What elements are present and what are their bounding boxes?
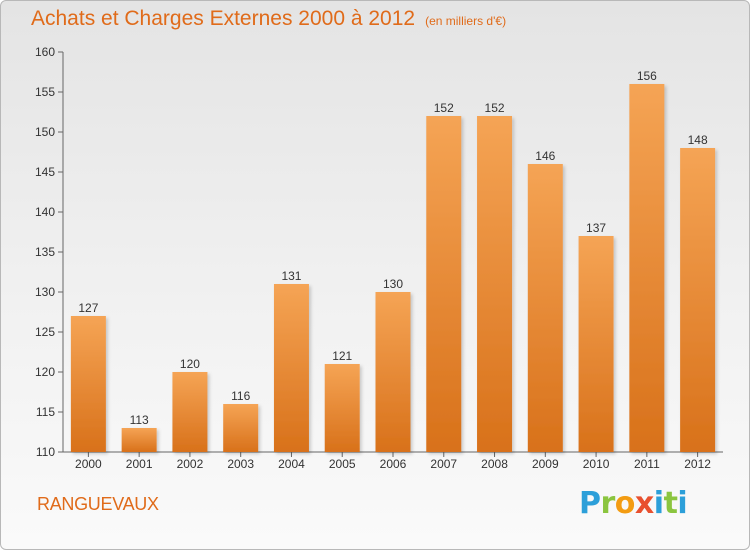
bar [223,404,259,452]
chart-unit: (en milliers d'€) [425,14,507,28]
bar [578,236,614,452]
y-tick-label: 140 [35,205,55,219]
x-tick-label: 2008 [481,457,508,471]
brand-letter: t [663,486,678,521]
y-tick-label: 145 [35,165,55,179]
y-tick-label: 135 [35,245,55,259]
y-tick-label: 155 [35,85,55,99]
brand-letter: r [600,486,616,521]
bar-value-label: 152 [485,101,505,115]
bar [273,284,309,452]
x-tick-label: 2007 [430,457,457,471]
bar-value-label: 137 [586,221,606,235]
bar [680,148,716,452]
x-tick-label: 2005 [329,457,356,471]
proxiti-logo: Proxiti [579,486,688,521]
bar-value-label: 121 [332,349,352,363]
x-tick-label: 2012 [684,457,711,471]
bar-value-label: 127 [78,301,98,315]
bar-value-label: 130 [383,277,403,291]
y-axis: 110 115 120 125 130 135 140 145 150 155 160 [35,45,64,459]
x-tick-label: 2004 [278,457,305,471]
y-tick-label: 130 [35,285,55,299]
bar-value-label: 152 [434,101,454,115]
bar [477,116,513,452]
brand-letter: i [677,486,688,521]
y-tick-label: 110 [36,445,55,459]
x-tick-label: 2009 [532,457,559,471]
bars: 127 113 120 116 131 121 130 152 152 146 137 156 148 [70,69,716,452]
x-tick-label: 2003 [227,457,254,471]
x-tick-label: 2002 [177,457,204,471]
bar [527,164,563,452]
brand-letter: i [653,486,664,521]
y-tick-label: 150 [35,125,55,139]
bar [172,372,208,452]
bar [121,428,157,452]
y-tick-label: 120 [35,365,55,379]
bar-value-label: 116 [231,389,250,403]
y-tick-label: 160 [35,45,55,59]
commune-name: RANGUEVAUX [37,494,159,514]
x-tick-label: 2010 [583,457,610,471]
brand-letter: o [614,486,636,521]
x-axis: 2000 2001 2002 2003 2004 2005 2006 2007 2008 2009… [63,451,723,471]
x-tick-label: 2011 [634,457,660,471]
bar-value-label: 148 [688,133,708,147]
x-tick-label: 2001 [126,457,153,471]
bar [70,316,106,452]
bar-value-label: 113 [130,413,149,427]
bar [426,116,462,452]
bar-value-label: 146 [535,149,555,163]
y-tick-label: 115 [36,405,55,419]
x-tick-label: 2006 [380,457,407,471]
x-tick-label: 2000 [75,457,102,471]
y-tick-label: 125 [35,325,55,339]
brand-letter: x [634,486,654,521]
bar-value-label: 120 [180,357,200,371]
bar-value-label: 156 [637,69,657,83]
bar [324,364,360,452]
bar [629,84,665,452]
chart-title-block: Achats et Charges Externes 2000 à 2012 (e… [31,7,506,31]
chart-title: Achats et Charges Externes 2000 à 2012 [31,7,416,30]
brand-letter: P [579,486,601,521]
bar-value-label: 131 [281,269,301,283]
bar [375,292,411,452]
